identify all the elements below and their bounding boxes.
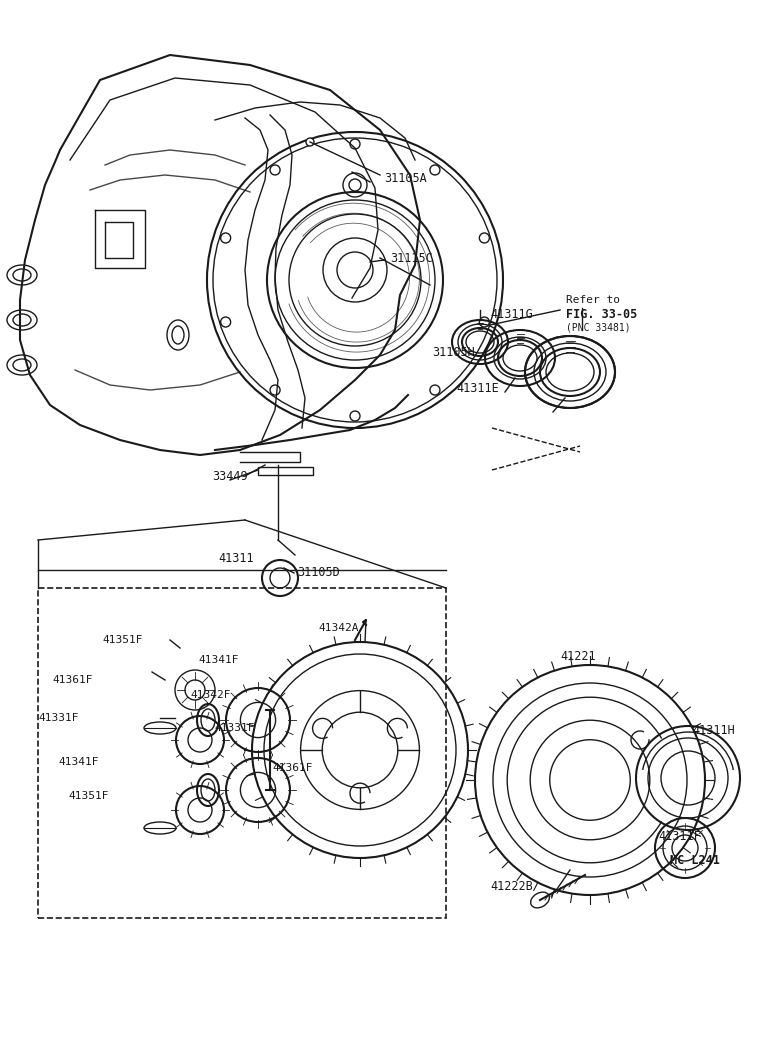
Text: 41221: 41221 [560, 650, 596, 662]
Text: 41311G: 41311G [490, 308, 533, 321]
Text: 41331F: 41331F [38, 713, 78, 723]
Text: 31105H: 31105H [432, 347, 475, 359]
Text: 41331F: 41331F [214, 723, 254, 734]
Text: (PNC 33481): (PNC 33481) [566, 323, 631, 333]
Text: Refer to: Refer to [566, 295, 620, 305]
Text: FIG. 33-05: FIG. 33-05 [566, 308, 637, 321]
Text: 33449: 33449 [212, 470, 247, 482]
Text: 41342A: 41342A [318, 623, 359, 633]
Text: 41311: 41311 [218, 551, 253, 565]
Text: 41361F: 41361F [272, 763, 313, 773]
Bar [38, 588, 446, 918]
Text: 41341F: 41341F [198, 655, 239, 665]
Text: 31105A: 31105A [384, 172, 427, 184]
Text: 41342F: 41342F [190, 690, 230, 700]
Text: 31115C: 31115C [390, 251, 432, 265]
Bar [258, 467, 313, 475]
Text: 41351F: 41351F [102, 635, 143, 644]
Text: MC L241: MC L241 [670, 853, 720, 866]
Text: 41311H: 41311H [692, 724, 735, 737]
Circle shape [306, 138, 314, 146]
Text: 41361F: 41361F [52, 675, 92, 685]
Text: 41222B: 41222B [490, 880, 533, 893]
Text: 41311F: 41311F [658, 830, 700, 843]
Text: 41351F: 41351F [68, 791, 108, 801]
Text: 41311E: 41311E [456, 382, 498, 394]
Text: 31105D: 31105D [297, 566, 339, 580]
Text: 41341F: 41341F [58, 757, 98, 767]
